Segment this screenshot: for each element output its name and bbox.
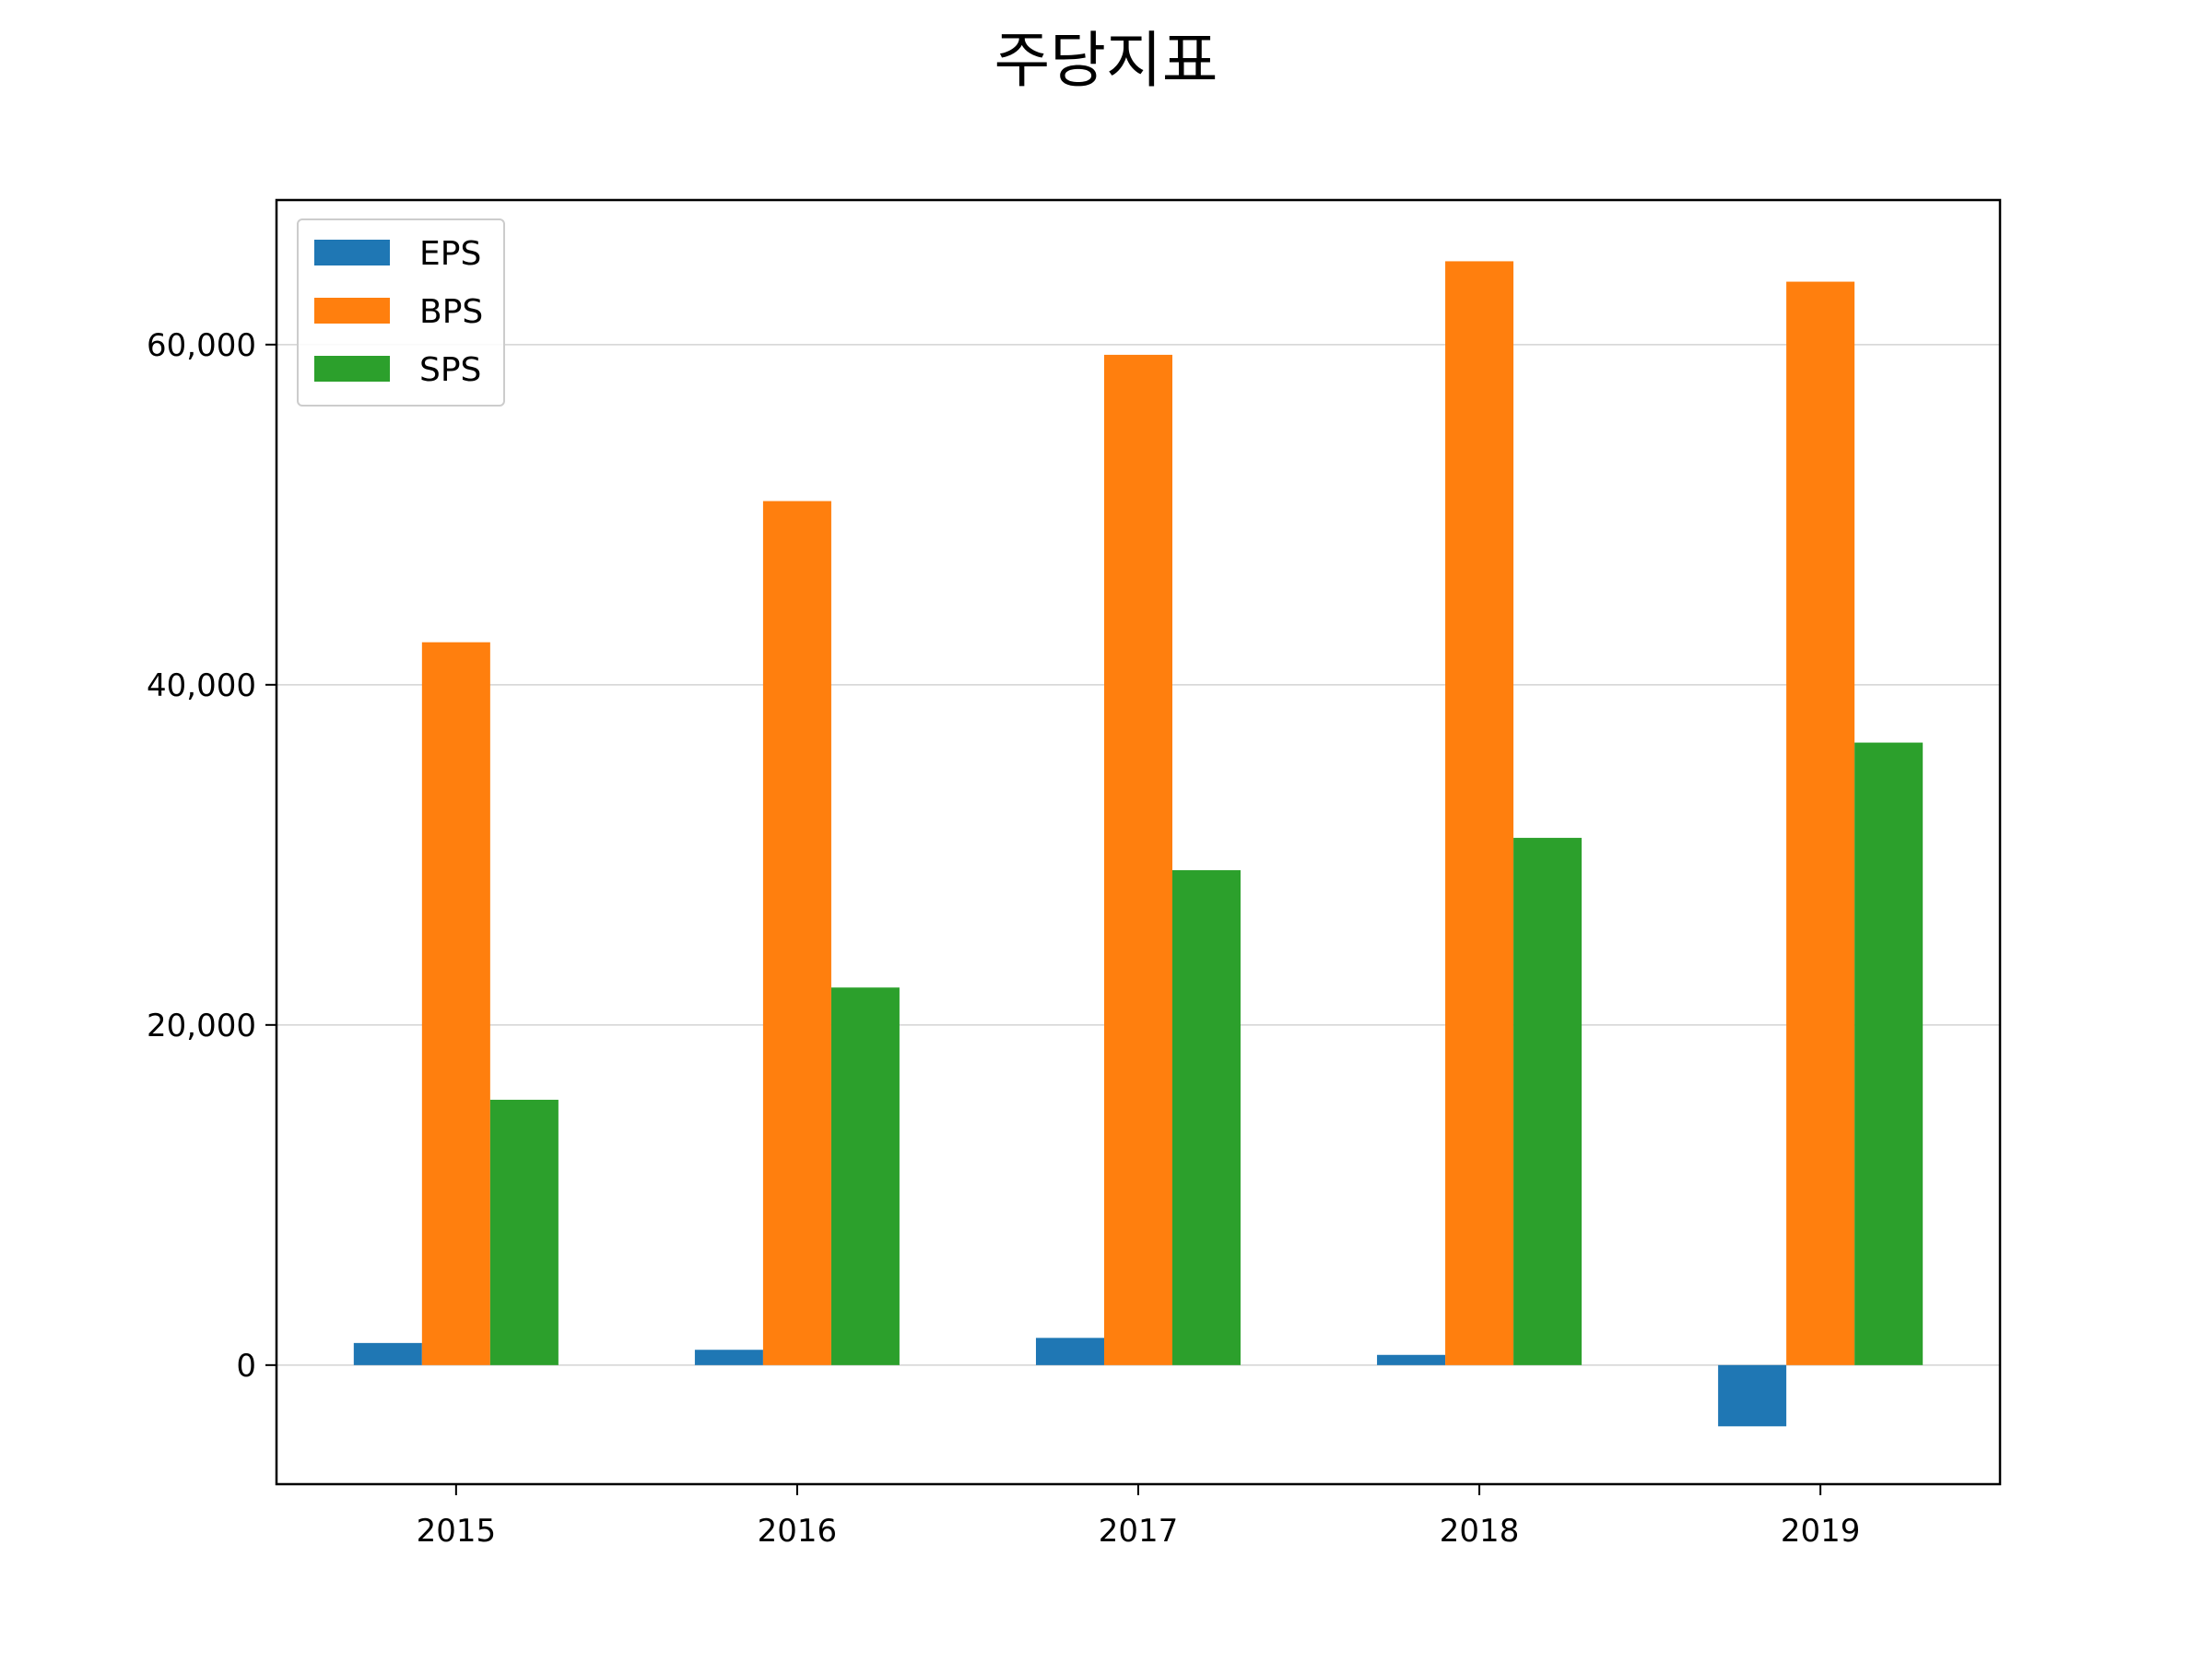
legend-label-bps: BPS bbox=[419, 293, 483, 331]
x-tick-label: 2015 bbox=[417, 1513, 497, 1550]
y-axis: 0 20,000 40,000 60,000 bbox=[147, 327, 276, 1385]
x-tick-label: 2018 bbox=[1440, 1513, 1520, 1550]
bar-sps-2017 bbox=[1172, 869, 1241, 1365]
bar-sps-2016 bbox=[830, 987, 900, 1365]
legend-label-eps: EPS bbox=[419, 235, 481, 273]
legend-label-sps: SPS bbox=[419, 351, 481, 389]
bar-sps-2019 bbox=[1854, 742, 1924, 1365]
bar-eps-2017 bbox=[1035, 1338, 1104, 1365]
bar-bps-2016 bbox=[762, 501, 831, 1365]
x-tick-label: 2017 bbox=[1099, 1513, 1179, 1550]
chart-title: 주당지표 bbox=[994, 25, 1218, 96]
bar-eps-2015 bbox=[353, 1342, 422, 1365]
y-tick-label: 0 bbox=[236, 1348, 256, 1385]
x-tick-label: 2016 bbox=[758, 1513, 838, 1550]
bar-sps-2015 bbox=[489, 1100, 559, 1365]
bars bbox=[353, 261, 1924, 1427]
bar-eps-2019 bbox=[1718, 1364, 1787, 1427]
legend-swatch-sps bbox=[314, 356, 390, 382]
x-axis: 2015 2016 2017 2018 2019 bbox=[417, 1484, 1861, 1550]
legend-swatch-eps bbox=[314, 240, 390, 265]
bar-bps-2018 bbox=[1445, 261, 1514, 1365]
bar-sps-2018 bbox=[1513, 837, 1583, 1365]
y-tick-label: 20,000 bbox=[147, 1008, 256, 1044]
bar-eps-2018 bbox=[1377, 1354, 1446, 1365]
bar-bps-2017 bbox=[1103, 354, 1173, 1365]
x-tick-label: 2019 bbox=[1781, 1513, 1861, 1550]
y-tick-label: 40,000 bbox=[147, 667, 256, 704]
legend-swatch-bps bbox=[314, 298, 390, 324]
y-tick-label: 60,000 bbox=[147, 327, 256, 364]
bar-eps-2016 bbox=[694, 1350, 763, 1365]
bar-bps-2015 bbox=[421, 642, 490, 1365]
bar-bps-2019 bbox=[1786, 281, 1855, 1365]
legend: EPS BPS SPS bbox=[297, 218, 505, 407]
